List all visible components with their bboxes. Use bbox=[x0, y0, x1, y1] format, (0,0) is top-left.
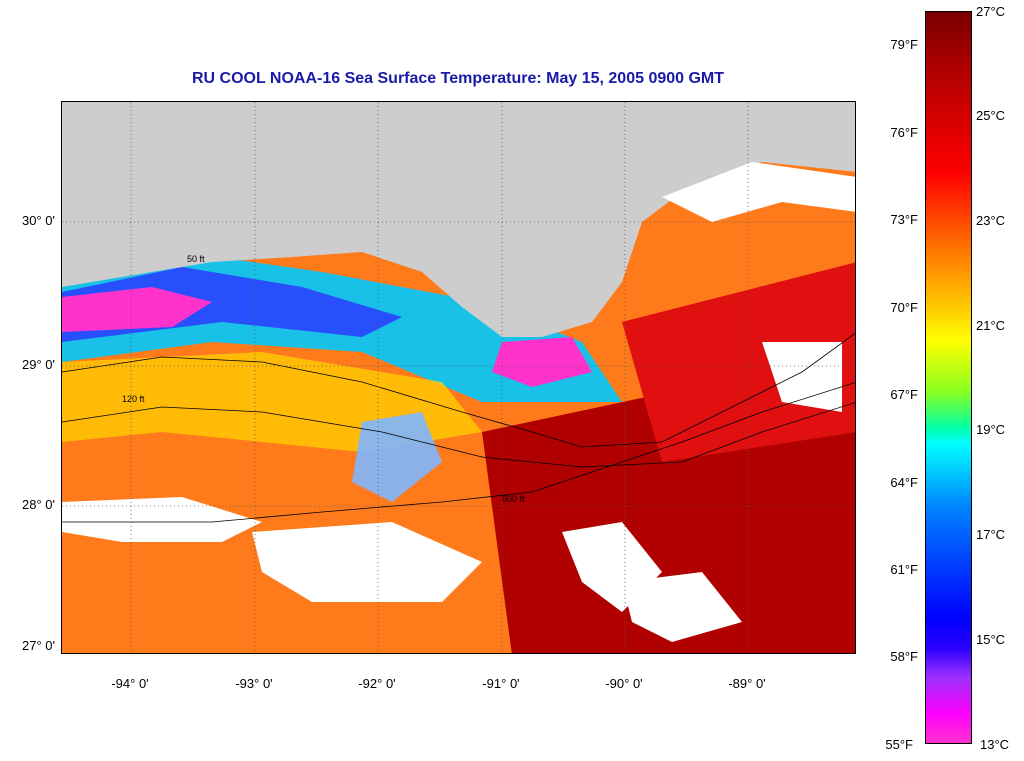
land-mass bbox=[62, 102, 855, 337]
contour-label-50ft: 50 ft bbox=[187, 254, 205, 264]
cool-eddy bbox=[352, 412, 442, 502]
cloud-central bbox=[252, 522, 482, 602]
lon-label-91: -91° 0' bbox=[482, 676, 520, 691]
graticule bbox=[62, 102, 855, 653]
cloud-northeast bbox=[662, 162, 855, 222]
lat-label-28: 28° 0' bbox=[22, 497, 55, 512]
cb-c-25: 25°C bbox=[976, 108, 1006, 123]
lat-label-30: 30° 0' bbox=[22, 213, 55, 228]
contour-600ft bbox=[62, 382, 855, 523]
contour-label-600ft: 600 ft bbox=[502, 494, 525, 504]
contour-120ft bbox=[62, 402, 855, 468]
warm-water-east bbox=[622, 262, 855, 462]
cb-c-17: 17°C bbox=[976, 527, 1006, 542]
contour-50ft bbox=[62, 332, 855, 448]
cloud-southeast bbox=[622, 572, 742, 642]
lat-label-27: 27° 0' bbox=[22, 638, 55, 653]
temperature-colorbar bbox=[925, 11, 972, 744]
map-title: RU COOL NOAA-16 Sea Surface Temperature:… bbox=[191, 70, 725, 87]
cb-c-15: 15°C bbox=[976, 632, 1006, 647]
cb-c-19: 19°C bbox=[976, 422, 1006, 437]
cb-f-55: 55°F bbox=[885, 737, 913, 752]
cb-c-13: 13°C bbox=[980, 737, 1010, 752]
cb-f-73: 73°F bbox=[890, 212, 918, 227]
lon-label-89: -89° 0' bbox=[728, 676, 766, 691]
cb-f-58: 58°F bbox=[890, 649, 918, 664]
cb-f-64: 64°F bbox=[890, 475, 918, 490]
cb-c-27: 27°C bbox=[976, 4, 1006, 19]
cb-f-70: 70°F bbox=[890, 300, 918, 315]
cloud-west bbox=[62, 497, 262, 542]
coldest-water-central bbox=[492, 337, 592, 387]
contour-label-120ft: 120 ft bbox=[122, 394, 145, 404]
cb-c-23: 23°C bbox=[976, 213, 1006, 228]
sst-raster: 50 ft 120 ft 600 ft bbox=[62, 102, 855, 653]
sea-surface-temperature-map: 50 ft 120 ft 600 ft bbox=[61, 101, 856, 654]
cb-f-67: 67°F bbox=[890, 387, 918, 402]
cb-f-61: 61°F bbox=[890, 562, 918, 577]
cb-f-76: 76°F bbox=[890, 125, 918, 140]
lon-label-94: -94° 0' bbox=[111, 676, 149, 691]
cb-f-79: 79°F bbox=[890, 37, 918, 52]
lon-label-92: -92° 0' bbox=[358, 676, 396, 691]
lon-label-93: -93° 0' bbox=[235, 676, 273, 691]
lat-label-29: 29° 0' bbox=[22, 357, 55, 372]
cloud-east bbox=[762, 342, 842, 412]
cb-c-21: 21°C bbox=[976, 318, 1006, 333]
coldest-water-west bbox=[62, 287, 212, 332]
lon-label-90: -90° 0' bbox=[605, 676, 643, 691]
